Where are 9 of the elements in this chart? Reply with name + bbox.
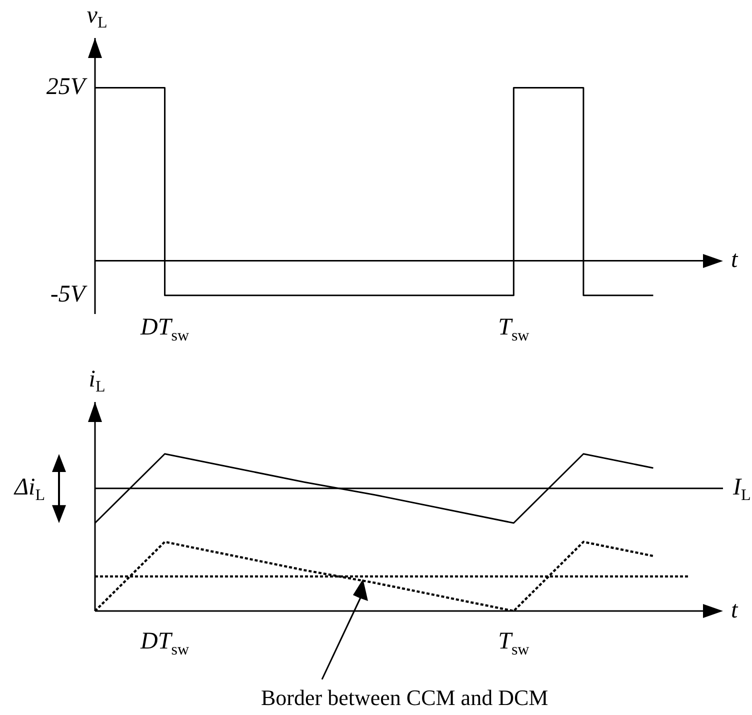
x-tick-label: T$_{sw}$	[498, 314, 530, 344]
x-tick-label: T$_{sw}$	[498, 628, 530, 658]
x-axis-title: t	[731, 247, 739, 274]
x-tick-label: DT$_{sw}$	[140, 628, 189, 658]
x-tick-label: DT$_{sw}$	[140, 314, 189, 344]
y-tick-label: -5V	[50, 282, 88, 308]
text: Border between CCM and DCM	[261, 684, 548, 710]
x-axis-title: t	[731, 597, 739, 624]
y-tick-label: 25V	[46, 74, 88, 100]
